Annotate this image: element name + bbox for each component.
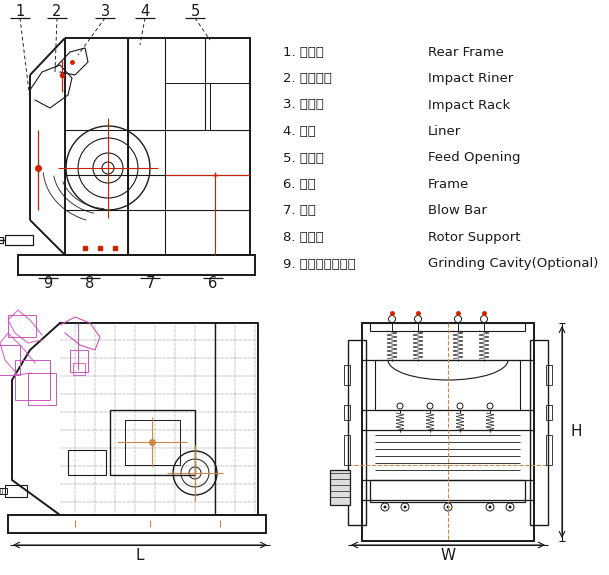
Bar bbox=[375, 360, 520, 410]
Bar bbox=[73, 363, 85, 375]
Text: Feed Opening: Feed Opening bbox=[428, 151, 521, 164]
Text: 5: 5 bbox=[191, 5, 200, 20]
Bar bbox=[165, 38, 250, 83]
Text: 5. 进料口: 5. 进料口 bbox=[283, 151, 324, 164]
Bar bbox=[8, 315, 36, 337]
Text: 1: 1 bbox=[15, 5, 24, 20]
Bar bbox=[165, 175, 250, 210]
Bar bbox=[210, 83, 250, 130]
Bar bbox=[530, 340, 548, 525]
Text: Grinding Cavity(Optional): Grinding Cavity(Optional) bbox=[428, 258, 599, 270]
Circle shape bbox=[509, 505, 512, 508]
Bar bbox=[15, 360, 50, 400]
Text: H: H bbox=[570, 424, 582, 439]
Text: 3. 反击架: 3. 反击架 bbox=[283, 98, 324, 112]
Text: 6: 6 bbox=[208, 275, 217, 290]
Text: 6. 底座: 6. 底座 bbox=[283, 178, 315, 191]
Circle shape bbox=[404, 505, 406, 508]
Bar bbox=[5, 235, 33, 245]
Text: 8: 8 bbox=[85, 275, 94, 290]
Bar bbox=[344, 365, 350, 385]
Bar bbox=[344, 405, 350, 420]
Bar bbox=[28, 373, 56, 405]
Bar bbox=[370, 323, 525, 331]
Bar bbox=[330, 470, 350, 505]
Circle shape bbox=[446, 505, 449, 508]
Text: 8. 转子架: 8. 转子架 bbox=[283, 231, 324, 244]
Text: 7: 7 bbox=[146, 275, 155, 290]
Bar bbox=[362, 323, 534, 541]
Bar bbox=[348, 340, 366, 525]
Text: Frame: Frame bbox=[428, 178, 470, 191]
Bar bbox=[128, 38, 250, 255]
Text: Impact Riner: Impact Riner bbox=[428, 72, 513, 85]
Bar bbox=[370, 480, 525, 502]
Text: 4: 4 bbox=[141, 5, 150, 20]
Bar bbox=[70, 350, 88, 372]
Text: 7. 板锤: 7. 板锤 bbox=[283, 205, 316, 217]
Bar bbox=[0, 345, 20, 375]
Bar bbox=[125, 420, 180, 465]
Text: Rear Frame: Rear Frame bbox=[428, 45, 504, 59]
Bar bbox=[546, 365, 552, 385]
Text: 4. 衬板: 4. 衬板 bbox=[283, 125, 315, 138]
Bar bbox=[165, 130, 250, 175]
Bar bbox=[344, 435, 350, 465]
Text: 2. 反击衬板: 2. 反击衬板 bbox=[283, 72, 332, 85]
Text: 9: 9 bbox=[43, 275, 52, 290]
Text: 3: 3 bbox=[100, 5, 110, 20]
Bar bbox=[110, 410, 195, 475]
Bar bbox=[546, 405, 552, 420]
Text: Blow Bar: Blow Bar bbox=[428, 205, 487, 217]
Text: L: L bbox=[136, 547, 144, 562]
Circle shape bbox=[488, 505, 491, 508]
Text: Impact Rack: Impact Rack bbox=[428, 98, 510, 112]
Bar bbox=[68, 450, 106, 475]
Bar bbox=[18, 255, 255, 275]
Text: 1. 后箱体: 1. 后箱体 bbox=[283, 45, 324, 59]
Bar bbox=[546, 435, 552, 465]
Text: Liner: Liner bbox=[428, 125, 461, 138]
Text: Rotor Support: Rotor Support bbox=[428, 231, 521, 244]
Circle shape bbox=[384, 505, 387, 508]
Bar bbox=[0, 488, 7, 494]
Bar bbox=[0, 237, 3, 243]
Bar bbox=[165, 83, 210, 130]
Text: 9. 研磨腔（选装）: 9. 研磨腔（选装） bbox=[283, 258, 356, 270]
Text: 2: 2 bbox=[52, 5, 62, 20]
Text: W: W bbox=[440, 547, 456, 562]
Bar bbox=[5, 485, 27, 497]
Bar bbox=[8, 515, 266, 533]
